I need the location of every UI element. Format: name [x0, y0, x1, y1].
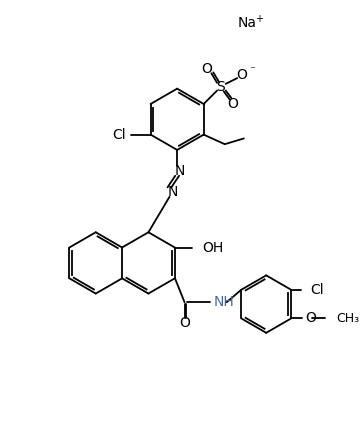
Text: O: O [237, 68, 247, 82]
Text: Cl: Cl [310, 283, 324, 297]
Text: OH: OH [202, 241, 223, 254]
Text: CH₃: CH₃ [336, 312, 359, 325]
Text: ⁻: ⁻ [249, 66, 256, 76]
Text: O: O [305, 311, 316, 325]
Text: O: O [179, 316, 190, 330]
Text: N: N [167, 185, 177, 199]
Text: Cl: Cl [112, 127, 126, 142]
Text: O: O [201, 63, 212, 76]
Text: +: + [255, 14, 262, 24]
Text: S: S [217, 80, 225, 94]
Text: Na: Na [238, 16, 256, 29]
Text: N: N [175, 164, 185, 178]
Text: NH: NH [213, 295, 234, 309]
Text: O: O [227, 97, 238, 111]
